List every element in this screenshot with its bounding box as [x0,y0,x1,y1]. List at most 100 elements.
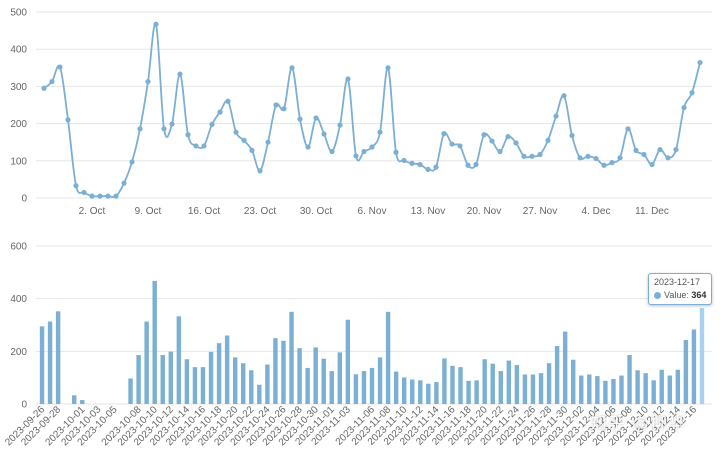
bar [192,367,198,404]
bar [426,383,431,404]
bar [538,373,544,404]
line-point [241,137,247,143]
bar [257,384,262,404]
line-point [665,155,671,161]
line-point [217,109,223,115]
line-point [137,126,143,132]
line-point [313,115,319,121]
line-point [449,141,455,147]
bar-y-tick-label: 0 [21,400,27,411]
bar [80,400,85,404]
bar [514,365,520,404]
bar [168,351,174,404]
bar [587,374,592,404]
bar [345,319,351,404]
line-x-tick-label: 30. Oct [300,206,332,217]
line-point [553,113,559,119]
line-point [657,147,663,153]
bar [450,365,455,404]
bar [667,375,672,404]
line-point [593,155,599,162]
bar [385,311,391,404]
line-x-tick-label: 6. Nov [358,206,387,217]
line-point [161,126,167,132]
line-point [537,151,543,158]
line-y-tick-label: 0 [21,194,27,205]
bar [144,321,149,404]
bar [442,358,447,404]
bar [281,340,286,404]
line-point [649,161,655,168]
line-point [81,189,87,196]
line-point [361,148,367,155]
line-point [209,121,215,127]
bar [530,374,536,404]
line-point [201,143,207,149]
line-point [401,157,407,164]
line-point [481,132,487,138]
line-point [129,159,135,165]
bar [635,370,640,404]
bar [675,369,681,404]
line-point [281,106,287,112]
bar [393,371,399,404]
line-point [697,59,703,66]
bar [361,371,367,404]
bar [506,360,512,404]
bar [619,375,624,404]
line-x-tick-label: 2. Oct [79,206,106,217]
line-point [425,166,431,172]
line-point [65,117,71,123]
line-point [433,164,439,170]
bar [490,363,495,404]
bar [562,331,568,404]
line-point [257,168,263,174]
bar [401,377,407,404]
line-x-tick-label: 13. Nov [411,206,445,217]
bar [554,346,560,404]
bar [595,376,600,404]
line-point [545,137,551,143]
bar [377,357,383,404]
line-y-tick-label: 500 [10,8,27,19]
bar [128,378,133,404]
bar [691,329,697,404]
line-point [577,155,583,161]
line-point [465,162,471,168]
line-point [393,149,399,155]
line-point [345,76,351,82]
bar [39,326,45,404]
line-point [585,153,591,159]
bar [643,373,648,404]
line-point [289,65,295,71]
bar [305,367,310,404]
bar [72,395,77,404]
bar [458,367,463,404]
bar [603,380,608,404]
line-point [145,78,151,85]
line-point [249,147,255,153]
bar [337,352,343,404]
bar [369,367,375,404]
bar-y-tick-label: 200 [10,347,27,358]
series-dot-icon [654,292,661,299]
line-point [409,160,415,167]
bar [546,363,552,404]
line-point [673,147,679,153]
tooltip-label: Value: [664,290,689,300]
line-point [689,90,695,96]
bar-y-tick-label: 600 [10,242,27,253]
bar [313,347,318,404]
line-point [473,161,479,168]
bar [47,321,53,404]
bar [184,359,190,404]
line-point [457,143,463,149]
bar [136,355,141,404]
bar-y-tick-label: 400 [10,294,27,305]
line-y-tick-label: 400 [10,45,27,56]
line-point [417,161,423,168]
bar [482,359,487,404]
bar [152,281,157,404]
line-point [297,116,303,122]
line-point [193,143,199,149]
